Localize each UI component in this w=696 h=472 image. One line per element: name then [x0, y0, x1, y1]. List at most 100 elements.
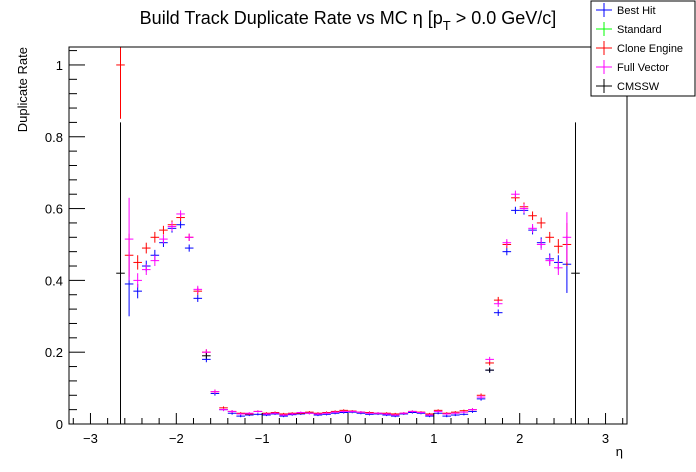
data-point	[519, 204, 529, 213]
data-point	[141, 264, 151, 275]
x-tick-label: 3	[602, 431, 609, 446]
data-point	[356, 411, 366, 414]
data-point	[116, 122, 125, 424]
chart-title: Build Track Duplicate Rate vs MC η [pT >…	[140, 8, 557, 33]
data-point	[425, 413, 434, 417]
data-point	[536, 217, 546, 229]
legend-entry: Clone Engine	[596, 41, 683, 55]
x-tick-label: 1	[430, 431, 437, 446]
data-point	[442, 412, 452, 416]
x-tick-label: 0	[344, 431, 351, 446]
x-tick-label: −2	[169, 431, 184, 446]
data-point	[296, 411, 306, 414]
chart-title-tail: > 0.0 GeV/c]	[451, 8, 557, 28]
data-point	[373, 412, 383, 415]
data-point	[176, 210, 185, 218]
data-point	[528, 224, 537, 233]
data-point	[253, 413, 263, 416]
data-point	[382, 412, 391, 416]
data-point	[159, 234, 168, 244]
data-point	[193, 285, 203, 293]
legend-entry: Standard	[596, 22, 662, 36]
data-point	[167, 222, 177, 231]
data-point	[348, 410, 357, 413]
data-point	[159, 225, 168, 235]
data-point	[554, 260, 563, 275]
data-point	[236, 412, 245, 416]
data-point	[485, 356, 494, 362]
legend-label: Standard	[617, 24, 662, 36]
data-point	[150, 231, 160, 243]
data-point	[502, 239, 512, 247]
data-point	[468, 408, 477, 412]
data-point	[511, 206, 520, 214]
data-point	[399, 412, 409, 415]
data-point	[262, 412, 271, 416]
legend-entries: Best Hit Standard Clone Engine Full Vector C…	[596, 3, 683, 93]
y-tick-label: 0.2	[45, 345, 63, 360]
data-point	[476, 395, 486, 399]
legend-entry: CMSSW	[596, 79, 660, 93]
legend-label: Full Vector	[617, 62, 669, 74]
data-point	[433, 410, 443, 413]
data-point	[459, 413, 469, 416]
x-tick-label: −1	[255, 431, 270, 446]
data-point	[244, 412, 254, 415]
series-full-vector	[124, 190, 572, 417]
data-point	[536, 239, 546, 250]
data-point	[545, 255, 555, 267]
data-point	[253, 410, 263, 413]
data-point	[176, 221, 185, 229]
data-point	[279, 413, 288, 417]
data-point	[493, 309, 503, 316]
x-tick-label: 2	[516, 431, 523, 446]
data-point	[227, 409, 237, 413]
data-point	[193, 294, 203, 302]
data-point	[313, 412, 323, 416]
data-point	[502, 248, 512, 256]
data-point	[562, 212, 572, 263]
y-tick-label: 0.4	[45, 273, 63, 288]
data-point	[116, 47, 125, 119]
chart-title-main: Build Track Duplicate Rate vs MC η [p	[140, 8, 443, 28]
data-point	[408, 410, 417, 413]
y-tick-label: 0.8	[45, 130, 63, 145]
plot-frame	[68, 46, 628, 425]
data-point	[184, 233, 194, 241]
data-point	[236, 415, 245, 418]
data-point	[459, 411, 469, 414]
data-point	[202, 352, 211, 359]
x-axis-title: η	[616, 444, 623, 459]
data-point	[416, 411, 426, 414]
data-point	[528, 211, 537, 221]
data-point	[571, 122, 580, 424]
data-point	[210, 389, 220, 394]
data-point	[339, 410, 348, 413]
data-point	[493, 300, 503, 307]
legend-label: Best Hit	[617, 5, 656, 17]
data-point	[322, 412, 331, 415]
legend-label: CMSSW	[617, 81, 660, 93]
legend-label: Clone Engine	[617, 43, 683, 55]
data-point	[305, 412, 314, 415]
y-tick-label: 0	[56, 417, 63, 432]
data-point	[133, 255, 142, 270]
y-tick-label: 1	[56, 58, 63, 73]
data-point	[184, 244, 194, 252]
data-point	[365, 412, 374, 415]
data-point	[287, 412, 297, 416]
data-point	[270, 412, 280, 415]
data-point	[442, 415, 452, 418]
data-point	[150, 255, 160, 267]
legend-entry: Full Vector	[596, 60, 669, 74]
axes-layer: −3 −2 −1 0 1 2 3 0 0.2 0.4 0.6 0.8 1	[45, 50, 624, 446]
data-layer	[116, 47, 580, 424]
data-point	[554, 239, 563, 254]
data-point	[219, 408, 228, 412]
data-point	[511, 190, 520, 198]
data-point	[141, 242, 151, 254]
data-point	[390, 413, 400, 417]
data-point	[330, 411, 340, 414]
